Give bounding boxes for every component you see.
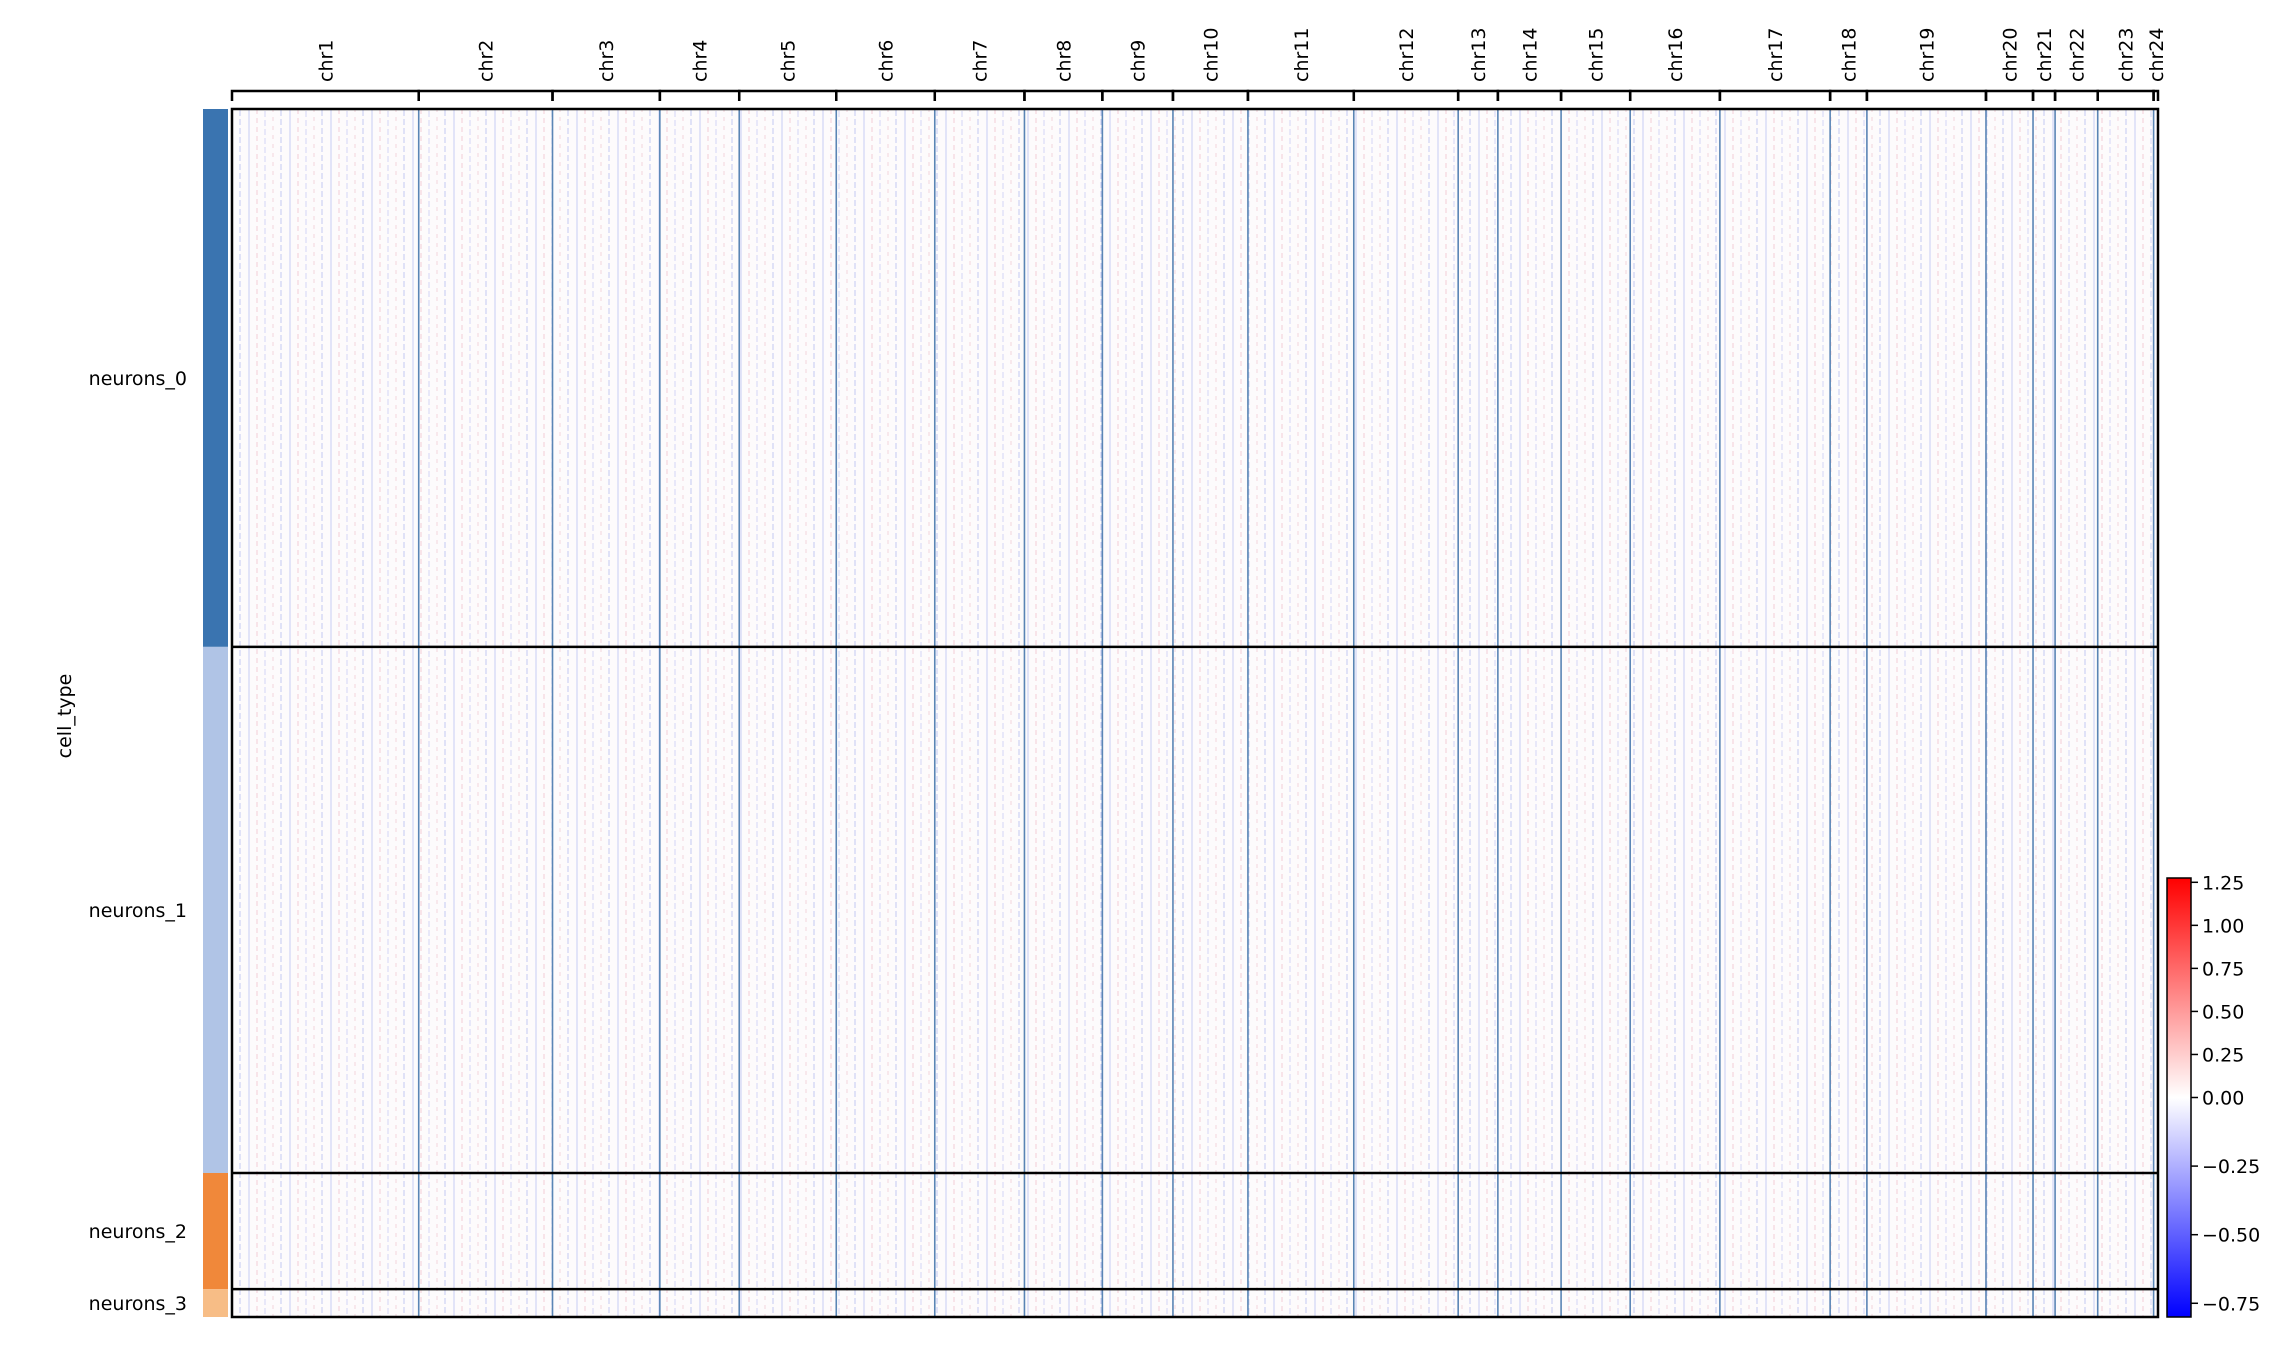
group-label: neurons_3 <box>89 1293 187 1315</box>
colorbar-tick-label: 1.25 <box>2202 872 2244 894</box>
chromosome-bracket <box>933 89 1026 101</box>
chromosome-label: chr12 <box>1396 28 1418 82</box>
colorbar-tick-label: 0.50 <box>2202 1001 2244 1023</box>
heatmap-body <box>232 109 2158 1317</box>
colorbar-tick-label: −0.25 <box>2202 1156 2260 1178</box>
chromosome-bracket <box>1865 89 1988 101</box>
chromosome-label: chr14 <box>1519 28 1541 82</box>
chromosome-bracket <box>1718 89 1832 101</box>
colorbar-tick-label: −0.75 <box>2202 1293 2260 1315</box>
chromosome-label: chr17 <box>1765 28 1787 82</box>
chromosome-label: chr20 <box>2000 28 2022 82</box>
chromosome-bracket <box>835 89 937 101</box>
chromosome-bracket <box>737 89 838 101</box>
chromosome-bracket <box>2152 89 2160 101</box>
chromosome-bracket <box>658 89 741 101</box>
chromosome-label: chr11 <box>1291 28 1313 82</box>
chromosome-label: chr1 <box>315 40 337 82</box>
chromosome-label: chr21 <box>2034 28 2056 82</box>
group-label: neurons_1 <box>89 900 187 922</box>
chromosome-bracket <box>551 89 662 101</box>
chromosome-label: chr7 <box>970 40 992 82</box>
chromosome-label: chr6 <box>876 40 898 82</box>
chromosome-bracket <box>1984 89 2035 101</box>
chromosome-label: chr16 <box>1665 28 1687 82</box>
group-label: neurons_2 <box>89 1221 187 1243</box>
chromosome-bracket <box>1352 89 1460 101</box>
group-bar <box>203 646 228 1173</box>
chromosome-label: chr15 <box>1586 28 1608 82</box>
group-bar <box>203 1289 228 1317</box>
group-bar <box>203 1172 228 1290</box>
heatmap-frame <box>230 107 2160 1319</box>
chromosome-label: chr18 <box>1839 28 1861 82</box>
chromosome-bracket <box>1101 89 1175 101</box>
chromosome-bracket <box>1559 89 1632 101</box>
group-label: neurons_0 <box>89 368 187 390</box>
chromosome-bracket <box>1023 89 1104 101</box>
chromosome-bracket <box>1628 89 1722 101</box>
colorbar-tick-label: 0.25 <box>2202 1044 2244 1066</box>
chromosome-bracket <box>2031 89 2057 101</box>
chromosome-label: chr24 <box>2146 28 2168 82</box>
chromosome-bracket <box>1171 89 1250 101</box>
chromosome-bracket <box>230 89 420 101</box>
chromosome-label: chr13 <box>1468 28 1490 82</box>
chromosome-bracket <box>417 89 554 101</box>
chromosome-bracket <box>2053 89 2099 101</box>
chromosome-bracket <box>1456 89 1500 101</box>
chromosome-label: chr19 <box>1916 28 1938 82</box>
colorbar <box>2166 877 2192 1318</box>
chromosome-bracket <box>1828 89 1869 101</box>
chromosome-label: chr8 <box>1053 40 1075 82</box>
chromosome-label: chr10 <box>1200 28 1222 82</box>
colorbar-tick-label: −0.50 <box>2202 1225 2260 1247</box>
colorbar-tick-label: 1.00 <box>2202 915 2244 937</box>
chromosome-label: chr4 <box>690 40 712 82</box>
chromosome-label: chr23 <box>2116 28 2138 82</box>
chromosome-label: chr5 <box>778 40 800 82</box>
chromosome-label: chr3 <box>596 40 618 82</box>
y-axis-label: cell_type <box>54 674 76 759</box>
chromosome-label: chr9 <box>1128 40 1150 82</box>
colorbar-tick-label: 0.75 <box>2202 958 2244 980</box>
chromosome-bracket <box>1246 89 1356 101</box>
chromosome-label: chr22 <box>2066 28 2088 82</box>
chromosome-label: chr2 <box>476 40 498 82</box>
colorbar-tick-label: 0.00 <box>2202 1088 2244 1110</box>
chromosome-bracket <box>1496 89 1563 101</box>
group-bar <box>203 109 228 647</box>
chromosome-bracket <box>2096 89 2155 101</box>
